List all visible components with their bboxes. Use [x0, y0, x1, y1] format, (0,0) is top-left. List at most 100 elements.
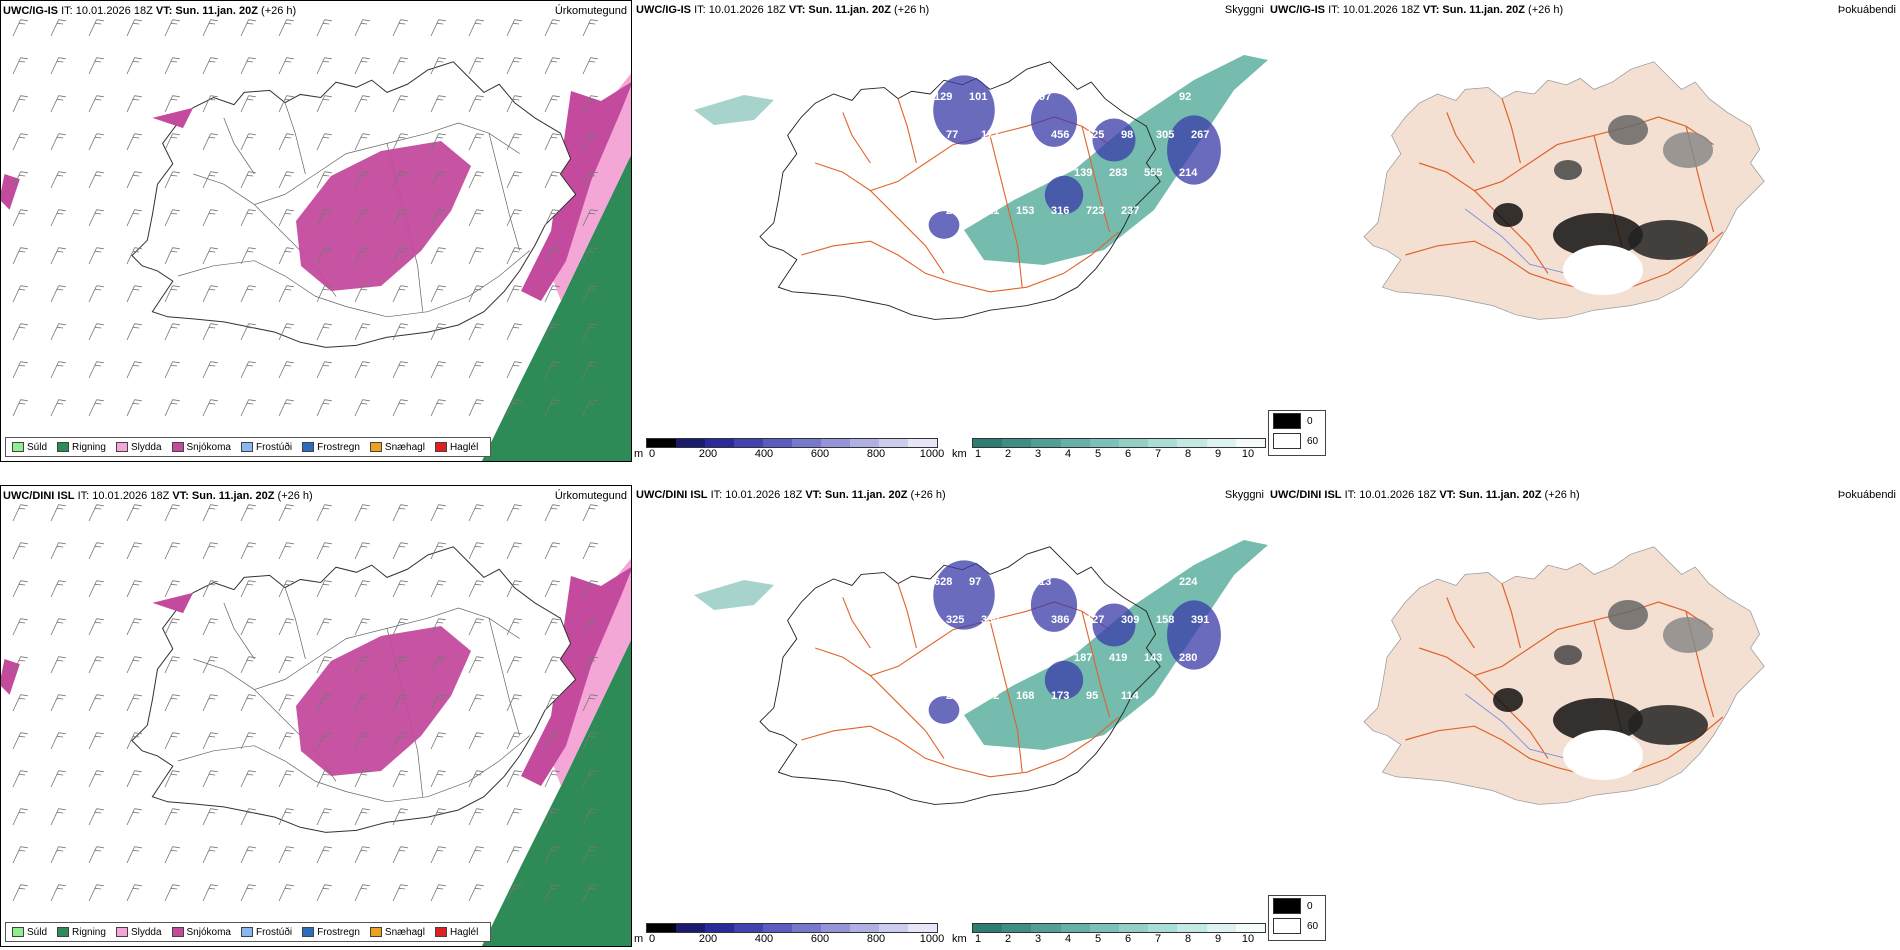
- wind-barb: [582, 171, 598, 189]
- wind-barb: [278, 19, 294, 37]
- colorbar-step: [647, 924, 676, 932]
- valid-time-label: VT:: [1439, 489, 1456, 501]
- wind-barb: [240, 19, 256, 37]
- iceland-land: [1363, 61, 1765, 320]
- wind-barb: [582, 285, 598, 303]
- wind-barb: [88, 694, 104, 712]
- precip-map: [1, 19, 631, 461]
- wind-barb: [164, 542, 180, 560]
- wind-barb: [202, 209, 218, 227]
- wind-barb: [240, 209, 256, 227]
- wind-barb: [582, 618, 598, 636]
- wind-barb: [202, 57, 218, 75]
- visibility-value: 95: [1086, 690, 1098, 702]
- road-line: [1501, 583, 1521, 649]
- visibility-colorbar: km 1 2 3 4 5 6 7 8 9 10: [952, 923, 1268, 947]
- wind-barb: [544, 133, 560, 151]
- wind-barb: [468, 732, 484, 750]
- colorbar-tick: 400: [754, 933, 774, 945]
- colorbar-tick: 1: [974, 933, 982, 945]
- wind-barb: [582, 542, 598, 560]
- wind-barb: [430, 171, 446, 189]
- wind-barb: [354, 323, 370, 341]
- model-name: UWC/IG-IS: [1270, 4, 1325, 16]
- wind-barb: [50, 209, 66, 227]
- wind-barb: [392, 133, 408, 151]
- legend-label: Rigning: [72, 441, 106, 453]
- road-line: [488, 133, 520, 251]
- road-line: [1446, 597, 1475, 649]
- visibility-value: 214: [1179, 167, 1198, 179]
- iceland-coastline: [759, 61, 1161, 320]
- wind-barb: [50, 808, 66, 826]
- visibility-value: 187: [1074, 652, 1092, 664]
- fog-legend-value: 60: [1307, 435, 1319, 447]
- colorbar-tick: 200: [698, 448, 718, 460]
- wind-barb: [126, 846, 142, 864]
- fog-legend-value: 60: [1307, 920, 1319, 932]
- road-line: [1405, 716, 1724, 778]
- wind-barb: [202, 19, 218, 37]
- colorbar-tick: 400: [754, 448, 774, 460]
- legend-item: Frostúði: [240, 442, 292, 453]
- wind-barb: [506, 133, 522, 151]
- wind-barb: [354, 846, 370, 864]
- wind-barb: [544, 57, 560, 75]
- colorbar-tick: 9: [1214, 448, 1222, 460]
- visibility-value: 77: [946, 129, 958, 141]
- colorbar-step: [1177, 439, 1207, 447]
- wind-barb: [126, 504, 142, 522]
- wind-barb: [88, 770, 104, 788]
- wind-barb: [240, 846, 256, 864]
- wind-barb: [582, 209, 598, 227]
- visibility-value: 309: [1121, 614, 1139, 626]
- legend-swatch: [12, 927, 24, 937]
- wind-barb: [278, 95, 294, 113]
- wind-barb: [12, 618, 28, 636]
- wind-barb: [506, 580, 522, 598]
- wind-barb: [544, 580, 560, 598]
- visibility-value: 125: [1086, 129, 1104, 141]
- wind-barb: [164, 846, 180, 864]
- colorbar-step: [821, 439, 850, 447]
- wind-barb: [240, 694, 256, 712]
- road-line: [223, 602, 255, 660]
- wind-barb: [164, 323, 180, 341]
- precip-map: [1, 504, 631, 946]
- wind-barb: [392, 884, 408, 902]
- wind-barb: [202, 285, 218, 303]
- wind-barb: [544, 846, 560, 864]
- wind-barb: [240, 57, 256, 75]
- visibility-panel: 628 97 87 13 17 127 131 224 325 330 199 386 127 309 15…: [634, 485, 1268, 947]
- model-name: UWC/DINI ISL: [1270, 489, 1342, 501]
- wind-barb: [506, 618, 522, 636]
- wind-barb: [126, 808, 142, 826]
- precip-type-legend: Súld Rigning Slydda Snjókoma Frostúði Frostre…: [5, 922, 492, 942]
- wind-barb: [240, 323, 256, 341]
- wind-barb: [126, 770, 142, 788]
- wind-barb: [88, 618, 104, 636]
- wind-barb: [430, 323, 446, 341]
- road-line: [897, 583, 917, 649]
- wind-barb: [506, 323, 522, 341]
- visibility-value: 199: [1016, 614, 1034, 626]
- wind-barb: [392, 732, 408, 750]
- wind-barb: [240, 542, 256, 560]
- road-line: [1419, 116, 1714, 192]
- wind-barb: [430, 770, 446, 788]
- iceland-land: [1363, 546, 1765, 805]
- wind-barb: [278, 399, 294, 417]
- init-time: IT: 10.01.2026 18Z: [1344, 489, 1437, 501]
- wind-barb: [582, 808, 598, 826]
- wind-barb: [278, 884, 294, 902]
- visibility-value: 386: [1051, 614, 1069, 626]
- wind-barb: [202, 694, 218, 712]
- wind-barb: [126, 732, 142, 750]
- model-name: UWC/DINI ISL: [3, 490, 75, 502]
- wind-barb: [354, 694, 370, 712]
- wind-barb: [430, 95, 446, 113]
- wind-barb: [126, 285, 142, 303]
- wind-barb: [468, 361, 484, 379]
- wind-barb: [126, 656, 142, 674]
- road-line: [801, 716, 1120, 778]
